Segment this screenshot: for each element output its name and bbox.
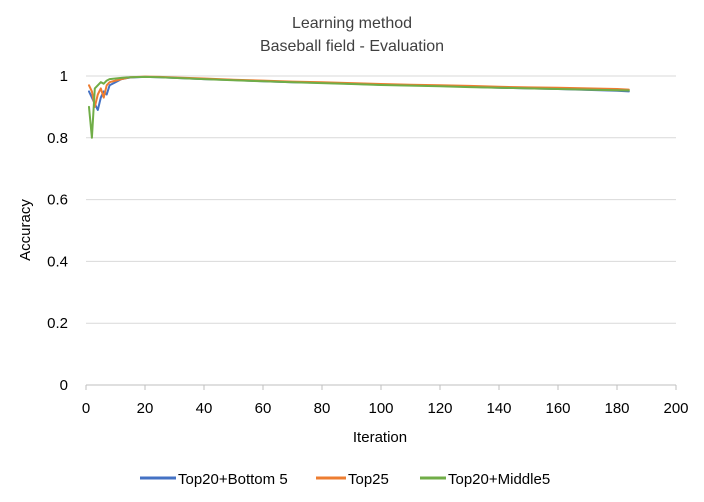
x-tick-label: 200: [663, 400, 688, 417]
y-tick-label: 0.4: [47, 253, 68, 270]
x-tick-label: 40: [196, 400, 213, 417]
y-tick-label: 0.8: [47, 130, 68, 147]
x-tick-label: 0: [82, 400, 90, 417]
legend-label-1: Top25: [348, 471, 389, 488]
x-tick-label: 120: [427, 400, 452, 417]
series-group: [88, 75, 630, 139]
y-tick-label: 0.6: [47, 192, 68, 209]
chart-subtitle: Baseball field - Evaluation: [260, 38, 444, 55]
series-line-2: [88, 75, 630, 139]
gridlines: [86, 75, 676, 324]
x-axis-label: Iteration: [353, 429, 407, 446]
legend-label-2: Top20+Middle5: [448, 471, 550, 488]
chart-title: Learning method: [292, 15, 412, 32]
x-axis-ticks: 0 20 40 60 80 100 120 140 160 180 200: [82, 385, 689, 417]
legend-label-0: Top20+Bottom 5: [178, 471, 288, 488]
x-tick-label: 180: [604, 400, 629, 417]
legend: Top20+Bottom 5 Top25 Top20+Middle5: [140, 471, 550, 488]
y-axis-ticks: 0 0.2 0.4 0.6 0.8 1: [47, 68, 68, 394]
y-tick-label: 0: [60, 377, 68, 394]
x-tick-label: 80: [314, 400, 331, 417]
y-axis-label: Accuracy: [17, 199, 34, 261]
x-tick-label: 140: [486, 400, 511, 417]
y-tick-label: 0.2: [47, 315, 68, 332]
x-tick-label: 20: [137, 400, 154, 417]
x-tick-label: 60: [255, 400, 272, 417]
x-tick-label: 100: [368, 400, 393, 417]
x-tick-label: 160: [545, 400, 570, 417]
y-tick-label: 1: [60, 68, 68, 85]
